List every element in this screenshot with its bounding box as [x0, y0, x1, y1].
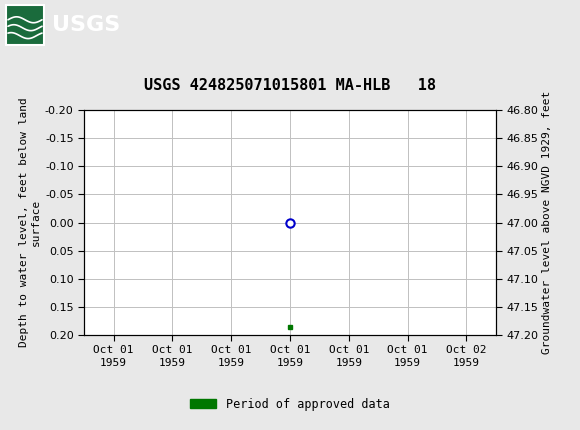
Legend: Period of approved data: Period of approved data — [186, 393, 394, 415]
Y-axis label: Groundwater level above NGVD 1929, feet: Groundwater level above NGVD 1929, feet — [542, 91, 553, 354]
Text: USGS: USGS — [52, 15, 120, 35]
Bar — [6, 5, 44, 45]
Text: USGS 424825071015801 MA-HLB   18: USGS 424825071015801 MA-HLB 18 — [144, 79, 436, 93]
Y-axis label: Depth to water level, feet below land
surface: Depth to water level, feet below land su… — [19, 98, 41, 347]
